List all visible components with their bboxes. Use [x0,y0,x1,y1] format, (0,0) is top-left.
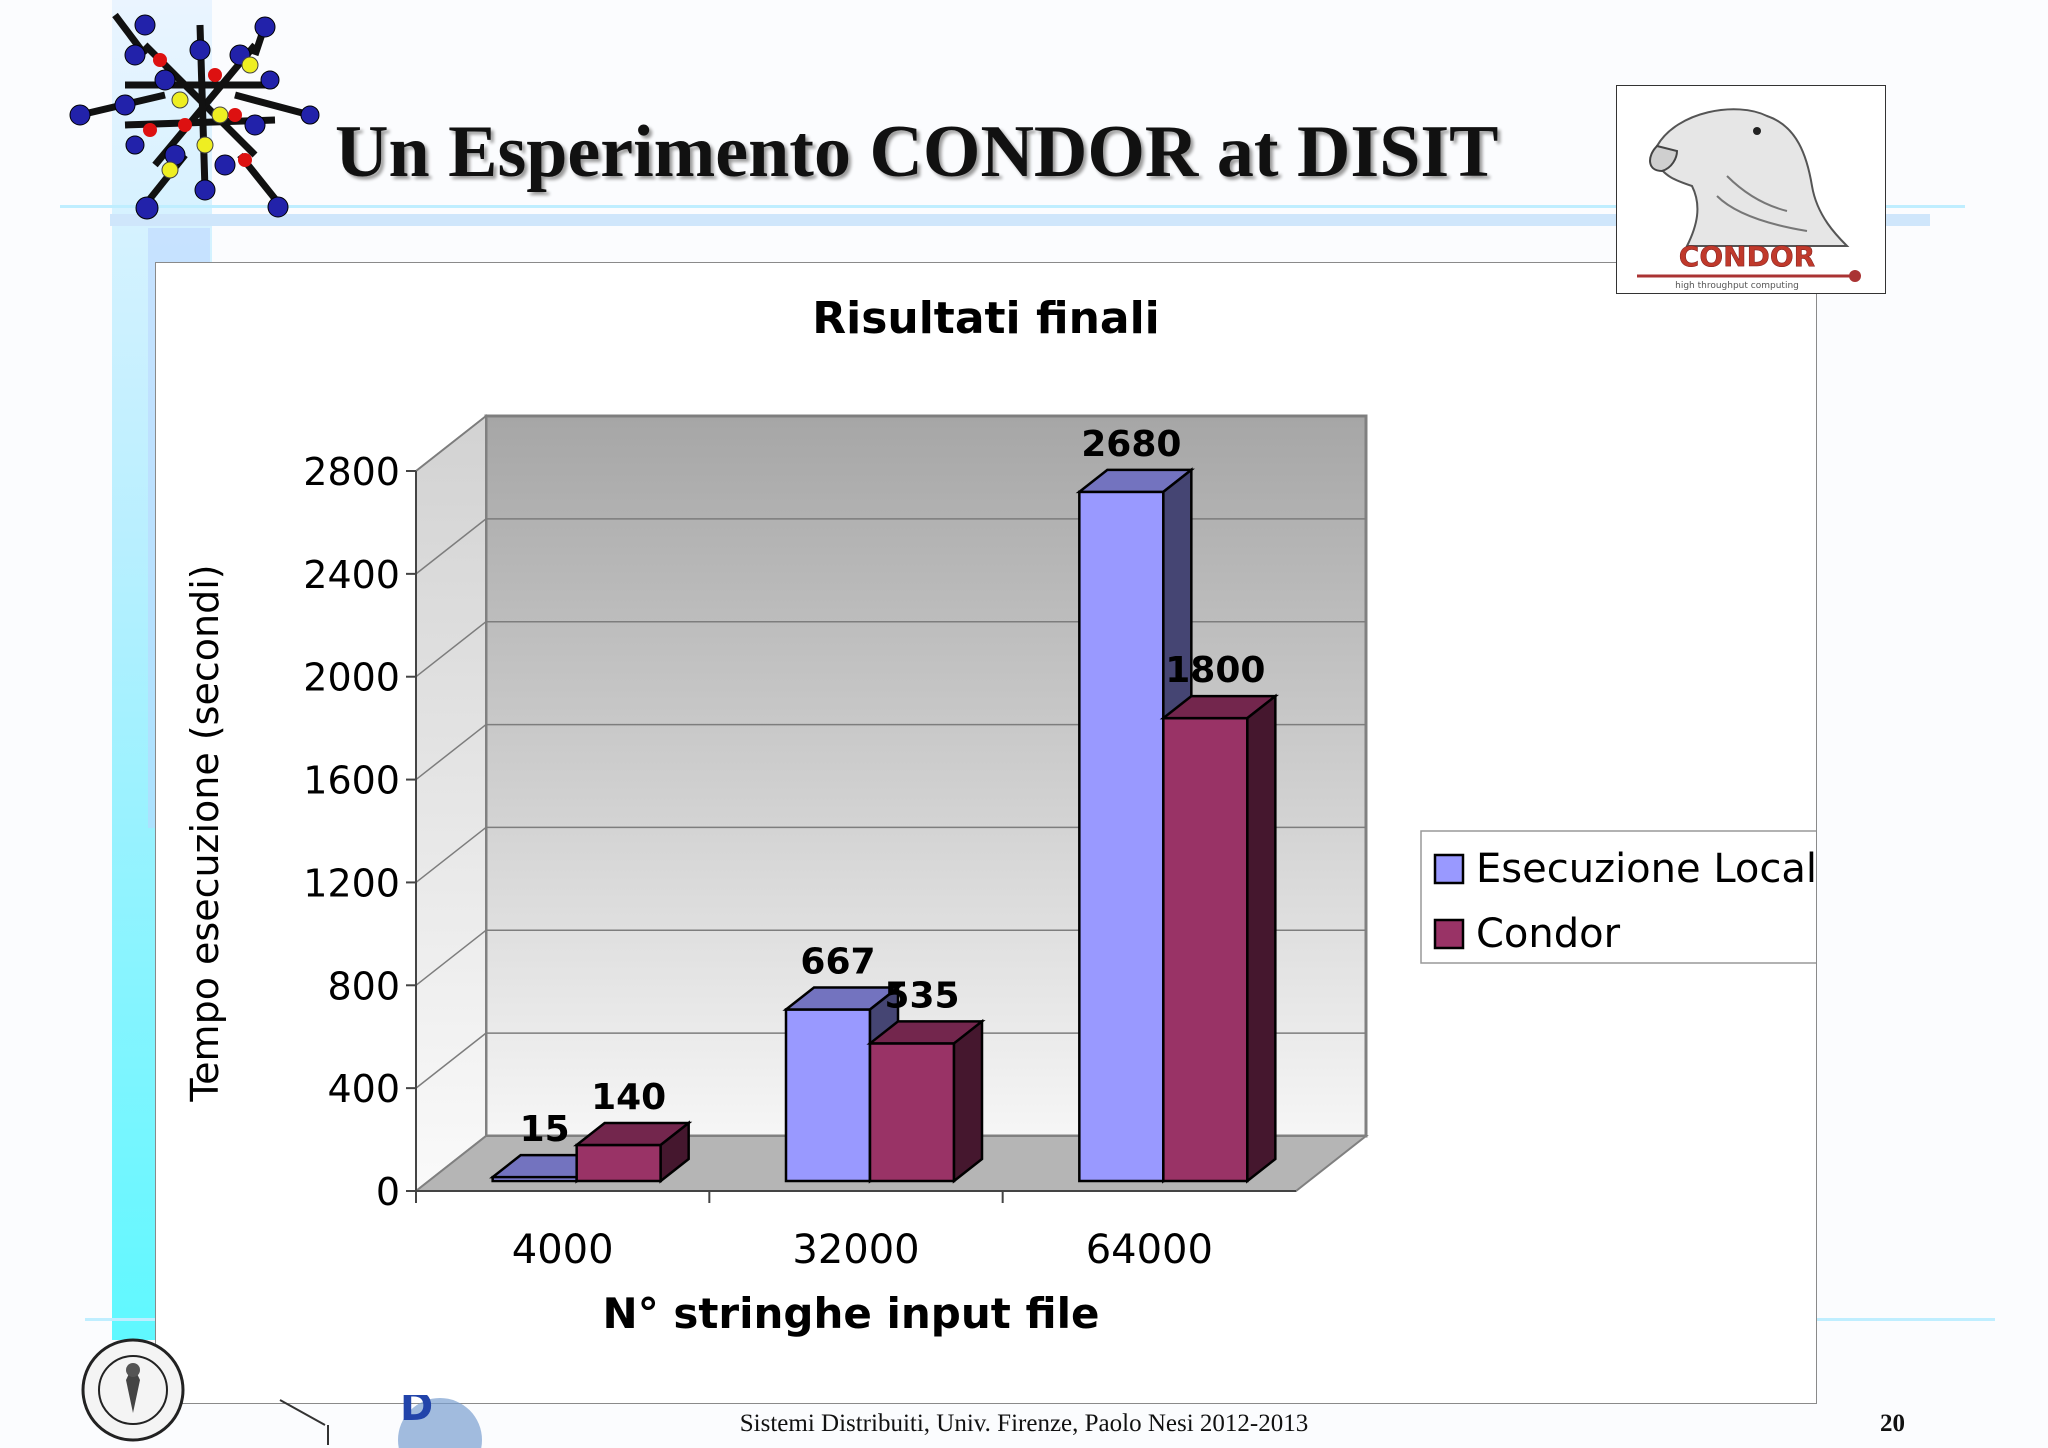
y-axis-label: Tempo esecuzione (secondi) [183,564,227,1102]
legend-label: Esecuzione Locale [1476,846,1816,892]
university-seal-icon [81,1338,185,1442]
bar-side [952,1018,984,1184]
legend-swatch [1433,853,1465,885]
chart-title: Risultati finali [812,293,1160,344]
decorative-rule-top [60,205,1965,208]
data-label: 140 [591,1077,666,1118]
condor-logo: CONDOR high throughput computing [1616,85,1886,294]
bar [868,1042,956,1183]
condor-logo-text: CONDOR [1679,240,1815,273]
gridline-side [415,415,487,472]
y-tick-label: 1200 [303,861,400,905]
disit-logo-icon: D [279,1395,482,1448]
bar [1078,490,1165,1183]
x-tick-label: 64000 [1086,1227,1213,1273]
y-tick-label: 0 [376,1170,400,1214]
svg-text:D: D [400,1395,433,1430]
bar [575,1143,662,1183]
legend-swatch [1433,918,1465,950]
bar [1162,716,1249,1183]
y-tick-label: 800 [327,964,400,1008]
data-label: 15 [520,1109,570,1150]
bar-side [1246,693,1277,1184]
legend-box [1420,830,1827,964]
chart-frame: Risultati finali 0 400 800 1200 1600 2000 2400… [155,262,1842,1404]
molecule-logo-icon [69,12,320,220]
condor-logo-tagline: high throughput computing [1675,281,1799,291]
condor-bird-icon: CONDOR high throughput computing [1637,108,1861,291]
gridline-side [415,723,487,781]
chart-side-wall [415,413,487,1194]
gridline-side [415,621,487,678]
y-tick-label: 1600 [303,759,400,803]
gridline-side [415,1032,487,1089]
gridline-side [415,518,487,575]
y-tick-label: 2800 [303,450,400,494]
x-tick-label: 4000 [512,1227,614,1273]
x-tick-label: 32000 [792,1227,919,1273]
data-label: 667 [800,941,875,982]
slide-title: Un Esperimento CONDOR at DISIT [335,111,1499,193]
bar [784,1008,872,1183]
data-label: 1800 [1165,650,1265,691]
data-label: 2680 [1081,424,1181,465]
x-axis-label: N° stringhe input file [603,1289,1100,1338]
footer-text: Sistemi Distribuiti, Univ. Firenze, Paol… [739,1410,1309,1437]
y-tick-label: 2000 [303,656,400,700]
legend-label: Condor [1476,911,1621,957]
data-label: 535 [884,975,959,1016]
gridline-side [415,826,487,884]
y-tick-label: 2400 [303,553,400,597]
bar-chart: Risultati finali 0 400 800 1200 1600 2000 2400… [183,293,1842,1338]
bar-side [659,1120,690,1184]
gridline-side [415,929,487,986]
y-tick-label: 400 [327,1067,400,1111]
page-number: 20 [1880,1410,1905,1437]
decorative-band-top [110,214,1930,226]
